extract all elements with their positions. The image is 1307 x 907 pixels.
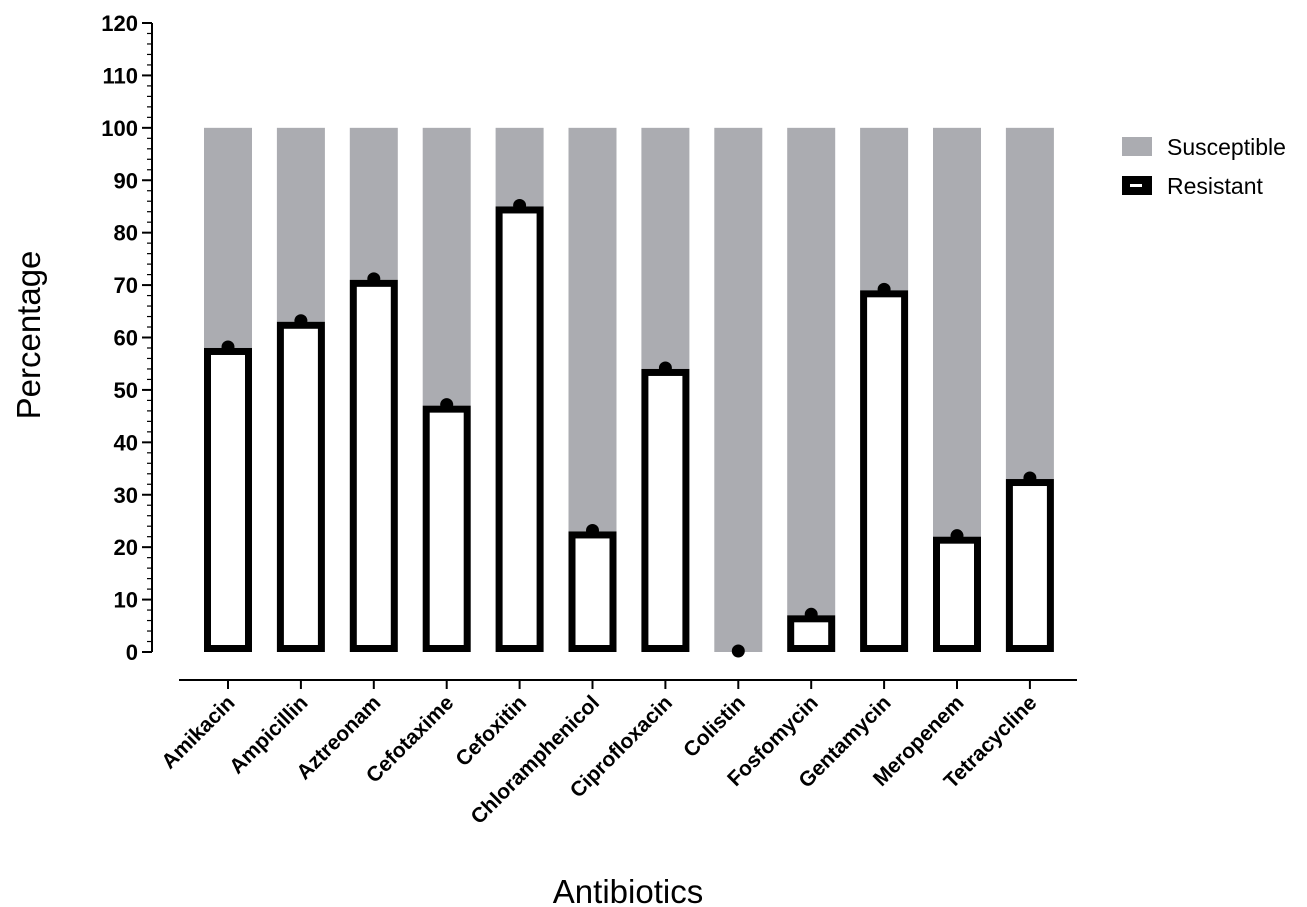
legend-label-resistant: Resistant bbox=[1167, 173, 1263, 199]
bar-susceptible bbox=[787, 127, 836, 616]
y-tick-label: 110 bbox=[103, 63, 139, 88]
y-tick-label: 20 bbox=[114, 535, 138, 560]
y-tick-label: 50 bbox=[114, 378, 138, 403]
y-tick-label: 70 bbox=[114, 273, 138, 298]
resistant-point bbox=[513, 198, 527, 212]
resistant-point bbox=[877, 282, 891, 296]
resistant-point bbox=[440, 398, 454, 412]
bar-susceptible bbox=[495, 127, 544, 207]
y-tick-label: 30 bbox=[114, 483, 138, 508]
resistant-point bbox=[294, 314, 308, 328]
x-tick-label: Chloramphenicol bbox=[466, 691, 604, 829]
bar-susceptible bbox=[714, 127, 763, 653]
bar-resistant bbox=[860, 290, 909, 652]
bar-resistant bbox=[422, 405, 471, 652]
bar-susceptible bbox=[276, 127, 325, 322]
bar-susceptible bbox=[349, 127, 398, 280]
resistant-point bbox=[586, 523, 599, 537]
legend-swatch-resistant-inner bbox=[1130, 184, 1142, 187]
bar-resistant bbox=[568, 531, 617, 652]
y-tick-label: 100 bbox=[101, 116, 138, 141]
bars bbox=[204, 127, 1054, 658]
y-tick-label: 60 bbox=[114, 326, 138, 351]
bar-resistant bbox=[204, 347, 252, 652]
y-tick-label: 90 bbox=[114, 168, 138, 193]
x-axis: AmikacinAmpicillinAztreonamCefotaximeCef… bbox=[157, 679, 1077, 829]
x-axis-title: Antibiotics bbox=[553, 873, 703, 907]
y-tick-label: 0 bbox=[126, 640, 138, 665]
bar-resistant bbox=[1005, 479, 1054, 652]
legend: Susceptible Resistant bbox=[1122, 134, 1286, 199]
y-tick-label: 40 bbox=[114, 430, 138, 455]
resistant-point bbox=[804, 607, 818, 621]
bar-resistant bbox=[787, 615, 836, 653]
bar-susceptible bbox=[204, 127, 252, 348]
resistant-point bbox=[731, 644, 745, 658]
bar-susceptible bbox=[641, 127, 690, 369]
y-tick-label: 120 bbox=[101, 11, 138, 36]
bar-resistant bbox=[933, 536, 981, 653]
legend-swatch-susceptible bbox=[1122, 137, 1152, 156]
resistant-point bbox=[367, 272, 381, 286]
bar-susceptible bbox=[422, 127, 471, 406]
resistant-point bbox=[950, 529, 964, 543]
resistant-point bbox=[221, 340, 235, 354]
bar-resistant bbox=[495, 206, 544, 652]
bar-susceptible bbox=[933, 127, 981, 537]
bar-susceptible bbox=[860, 127, 909, 291]
bar-resistant bbox=[276, 321, 325, 652]
bar-resistant bbox=[641, 368, 690, 652]
legend-label-susceptible: Susceptible bbox=[1167, 134, 1286, 160]
y-axis: 0 10 20 30 40 50 60 70 80 90 100 110 120 bbox=[101, 11, 153, 665]
x-tick-label: Colistin bbox=[679, 691, 750, 762]
bar-susceptible bbox=[568, 127, 617, 532]
resistant-point bbox=[1023, 471, 1037, 485]
resistant-point bbox=[658, 361, 672, 375]
bar-resistant bbox=[349, 279, 398, 652]
bar-susceptible bbox=[1005, 127, 1054, 480]
y-axis-title: Percentage bbox=[10, 251, 47, 420]
y-tick-label: 10 bbox=[114, 588, 138, 613]
y-tick-label: 80 bbox=[114, 221, 138, 246]
